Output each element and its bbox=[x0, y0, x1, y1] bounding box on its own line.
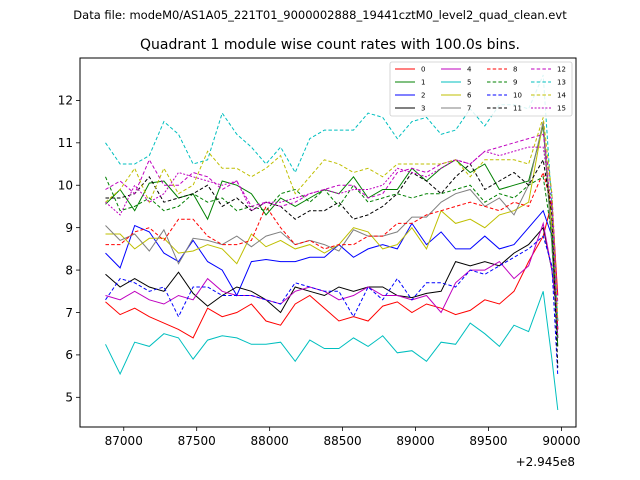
x-tick-label: 89500 bbox=[469, 434, 507, 448]
legend-label-15: 15 bbox=[557, 105, 566, 113]
series-line-7 bbox=[105, 121, 559, 338]
legend-label-0: 0 bbox=[421, 66, 425, 74]
x-tick-label: 89000 bbox=[396, 434, 434, 448]
series-line-9 bbox=[105, 175, 559, 338]
legend-label-1: 1 bbox=[421, 79, 425, 87]
x-axis-offset-label: +2.945e8 bbox=[516, 455, 575, 469]
legend-label-3: 3 bbox=[421, 105, 425, 113]
x-tick-label: 87500 bbox=[178, 434, 216, 448]
legend-label-2: 2 bbox=[421, 92, 425, 100]
y-tick-label: 12 bbox=[58, 94, 73, 108]
series-line-10 bbox=[105, 235, 559, 377]
y-tick-label: 11 bbox=[58, 136, 73, 150]
series-line-15 bbox=[105, 146, 559, 338]
legend-label-13: 13 bbox=[557, 79, 566, 87]
y-axis-ticks: 5 6 7 8 9 10 11 12 bbox=[58, 94, 80, 405]
legend-label-11: 11 bbox=[513, 105, 522, 113]
series-layer bbox=[105, 74, 559, 411]
legend-label-6: 6 bbox=[467, 92, 472, 100]
axes-frame bbox=[79, 57, 577, 428]
chart-title: Quadrant 1 module wise count rates with … bbox=[140, 37, 520, 53]
suptitle: Data file: modeM0/AS1A05_221T01_90000028… bbox=[73, 8, 567, 22]
legend-label-12: 12 bbox=[557, 66, 566, 74]
series-line-5 bbox=[105, 291, 559, 411]
legend-label-14: 14 bbox=[557, 92, 566, 100]
series-line-0 bbox=[105, 202, 559, 339]
x-tick-label: 88500 bbox=[323, 434, 361, 448]
series-line-4 bbox=[105, 221, 559, 322]
y-tick-label: 7 bbox=[65, 306, 73, 320]
y-tick-label: 6 bbox=[65, 348, 73, 362]
x-tick-label: 88000 bbox=[251, 434, 289, 448]
legend-label-4: 4 bbox=[467, 66, 472, 74]
y-tick-label: 8 bbox=[65, 263, 73, 277]
legend-label-5: 5 bbox=[467, 79, 471, 87]
y-tick-label: 5 bbox=[65, 391, 73, 405]
series-line-11 bbox=[105, 158, 559, 368]
legend-label-9: 9 bbox=[513, 79, 517, 87]
y-tick-label: 9 bbox=[65, 221, 73, 235]
legend-label-7: 7 bbox=[467, 105, 471, 113]
x-tick-label: 87000 bbox=[105, 434, 143, 448]
x-axis-ticks: 87000 87500 88000 88500 89000 89500 90000 bbox=[105, 427, 581, 448]
legend-frame bbox=[389, 61, 573, 117]
legend-label-10: 10 bbox=[513, 92, 522, 100]
series-line-12 bbox=[105, 133, 559, 305]
x-tick-label: 90000 bbox=[542, 434, 580, 448]
legend-label-8: 8 bbox=[513, 66, 517, 74]
series-line-8 bbox=[105, 170, 559, 330]
y-tick-label: 10 bbox=[58, 179, 73, 193]
